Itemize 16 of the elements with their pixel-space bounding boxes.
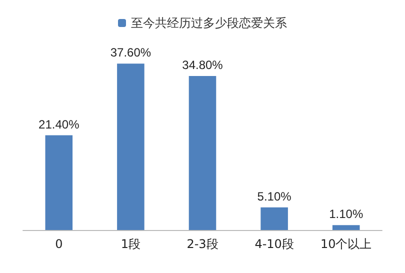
bar xyxy=(45,135,73,230)
x-tick-label: 10个以上 xyxy=(320,237,372,251)
data-label: 21.40% xyxy=(38,117,80,132)
bar xyxy=(117,64,144,230)
data-label: 37.60% xyxy=(110,46,152,60)
bar xyxy=(332,225,360,230)
x-tick-label: 2-3段 xyxy=(186,237,218,251)
x-tick-label: 1段 xyxy=(120,237,141,251)
data-label: 34.80% xyxy=(182,58,224,72)
bar xyxy=(260,207,288,230)
x-tick-label: 4-10段 xyxy=(254,237,294,251)
data-label: 1.10% xyxy=(329,207,364,222)
x-tick-label: 0 xyxy=(55,237,63,251)
legend-label: 至今共经历过多少段恋爱关系 xyxy=(131,16,287,30)
bar xyxy=(188,76,216,230)
data-label: 5.10% xyxy=(257,189,292,204)
